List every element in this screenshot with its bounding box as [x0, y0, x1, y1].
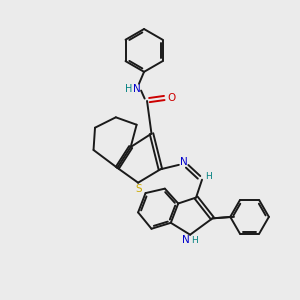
- Text: H: H: [191, 236, 198, 244]
- Text: O: O: [168, 93, 176, 103]
- Text: N: N: [133, 84, 141, 94]
- Text: H: H: [205, 172, 212, 181]
- Text: N: N: [180, 157, 188, 167]
- Text: H: H: [124, 84, 132, 94]
- Text: S: S: [136, 184, 142, 194]
- Text: N: N: [182, 235, 190, 245]
